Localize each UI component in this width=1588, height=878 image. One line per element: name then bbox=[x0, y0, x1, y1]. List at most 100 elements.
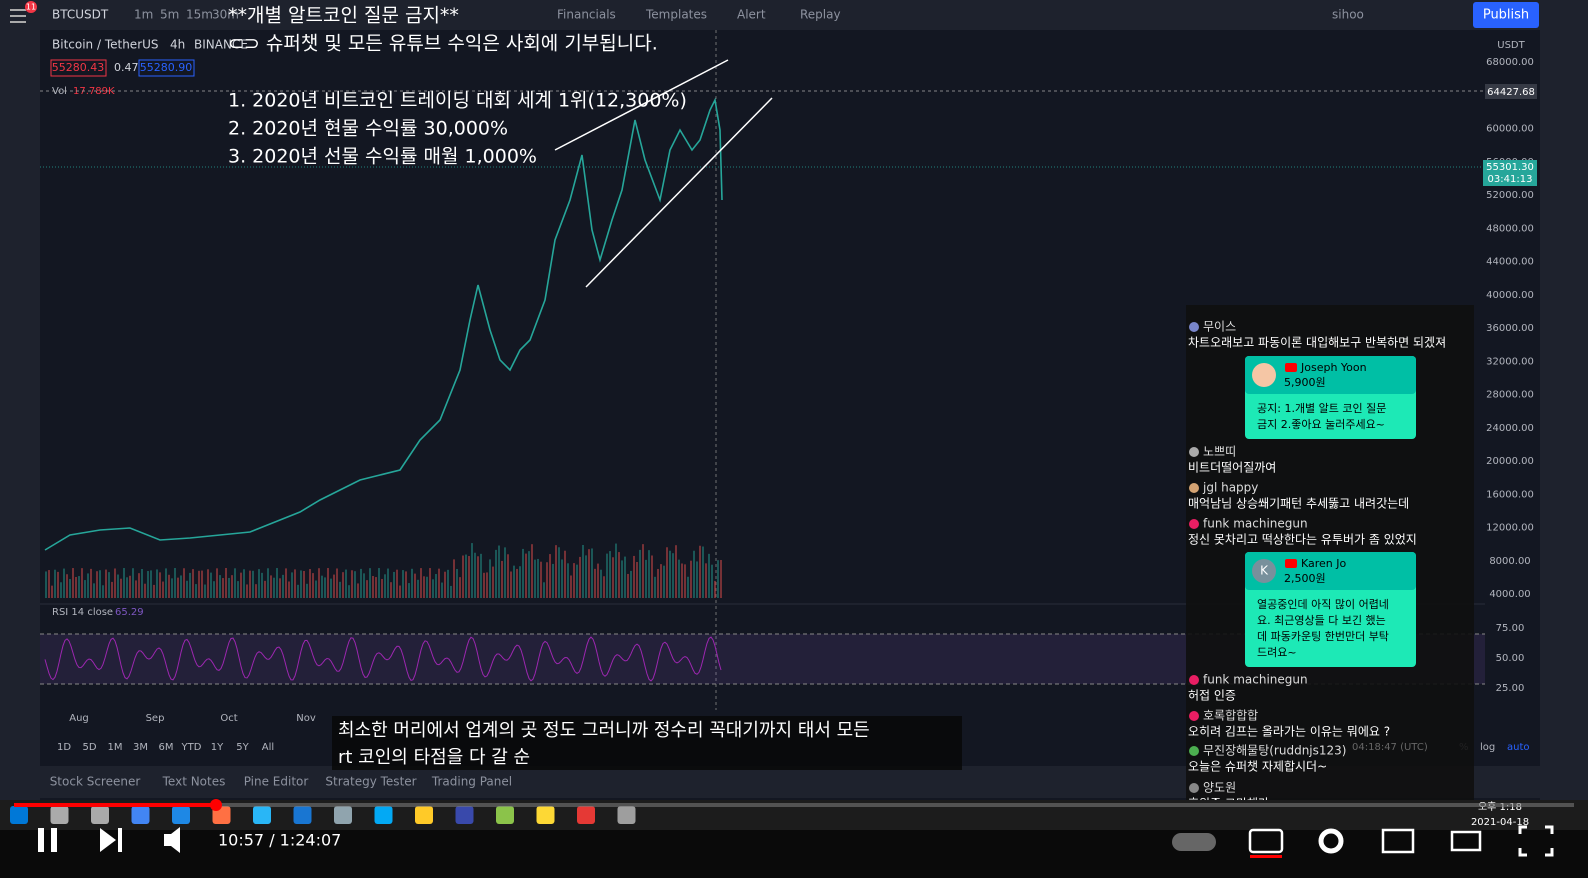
volume-bar bbox=[144, 583, 146, 598]
volume-bar bbox=[255, 584, 257, 598]
interval-button[interactable]: 30m bbox=[212, 8, 239, 22]
next-button[interactable] bbox=[100, 828, 122, 852]
volume-bar bbox=[327, 568, 329, 598]
toolbar-item[interactable]: Replay bbox=[800, 8, 841, 22]
date: 2021-04-18 bbox=[1471, 817, 1529, 828]
autoplay-toggle[interactable] bbox=[1172, 833, 1216, 851]
subtitles-button[interactable] bbox=[1248, 828, 1284, 854]
panel-tab[interactable]: Stock Screener bbox=[50, 775, 141, 789]
volume-bar bbox=[672, 553, 674, 598]
progress-track[interactable] bbox=[14, 803, 1574, 807]
range-button[interactable]: 6M bbox=[159, 742, 174, 753]
pair: Bitcoin / TetherUS bbox=[52, 38, 159, 52]
interval-button[interactable]: 1m bbox=[134, 8, 153, 22]
vol-label: Vol bbox=[52, 86, 67, 97]
menu-icon[interactable] bbox=[10, 9, 26, 11]
superchat-avatar bbox=[1252, 559, 1276, 583]
fullscreen-button[interactable] bbox=[1518, 825, 1554, 857]
range-button[interactable]: YTD bbox=[181, 742, 202, 753]
volume-bar bbox=[450, 585, 452, 598]
volume-bar bbox=[417, 579, 419, 598]
volume-bar bbox=[258, 569, 260, 598]
taskbar-icon[interactable] bbox=[617, 806, 636, 824]
volume-bar bbox=[393, 571, 395, 598]
superchat-initial: K bbox=[1260, 564, 1269, 578]
interval-button[interactable]: 5m bbox=[160, 8, 179, 22]
taskbar-icon[interactable] bbox=[496, 806, 514, 824]
toolbar-item[interactable]: Templates bbox=[645, 8, 707, 22]
volume-button[interactable] bbox=[164, 827, 180, 853]
taskbar-icon[interactable] bbox=[536, 806, 555, 824]
volume-bar bbox=[606, 553, 608, 598]
range-button[interactable]: 5D bbox=[82, 742, 96, 753]
panel-tab[interactable]: Pine Editor bbox=[244, 775, 309, 789]
panel-tab[interactable]: Strategy Tester bbox=[325, 775, 416, 789]
volume-bar bbox=[519, 566, 521, 598]
price-tick-label: 4000.00 bbox=[1489, 589, 1530, 600]
theater-button[interactable] bbox=[1450, 830, 1482, 852]
toolbar-item[interactable]: Financials bbox=[557, 8, 616, 22]
volume-bar bbox=[705, 563, 707, 598]
vol-value: 17.789K bbox=[73, 86, 115, 97]
range-button[interactable]: 5Y bbox=[236, 742, 249, 753]
volume-bar bbox=[297, 584, 299, 598]
interval-button[interactable]: 15m bbox=[186, 8, 213, 22]
taskbar-icon[interactable] bbox=[253, 806, 271, 824]
volume-bar bbox=[57, 571, 59, 598]
high-label: 64427.68 bbox=[1487, 87, 1535, 98]
right-toolbar bbox=[1540, 0, 1588, 800]
range-button[interactable]: 1M bbox=[108, 742, 123, 753]
settings-button[interactable] bbox=[1318, 828, 1344, 854]
taskbar-icon[interactable] bbox=[10, 806, 28, 824]
range-button[interactable]: 3M bbox=[133, 742, 148, 753]
volume-bar bbox=[453, 559, 455, 598]
volume-bar bbox=[399, 585, 401, 598]
taskbar-icon[interactable] bbox=[374, 806, 393, 824]
volume-bar bbox=[528, 551, 530, 598]
volume-bar bbox=[75, 576, 77, 598]
chat-message: 차트오래보고 파동이론 대입해보구 반복하면 되겠져 bbox=[1188, 336, 1446, 350]
miniplayer-button[interactable] bbox=[1381, 828, 1415, 854]
volume-bar bbox=[216, 568, 218, 598]
volume-bar bbox=[471, 543, 473, 598]
taskbar-icon[interactable] bbox=[50, 806, 69, 824]
volume-bar bbox=[468, 556, 470, 598]
taskbar-icon[interactable] bbox=[172, 806, 190, 824]
superchat-avatar bbox=[1252, 363, 1276, 387]
range-button[interactable]: All bbox=[262, 742, 274, 753]
symbol[interactable]: BTCUSDT bbox=[52, 8, 109, 22]
range-button[interactable]: 1D bbox=[57, 742, 71, 753]
log[interactable]: log bbox=[1480, 742, 1495, 753]
toolbar-item[interactable]: Alert bbox=[737, 8, 766, 22]
volume-bar bbox=[678, 559, 680, 598]
volume-bar bbox=[462, 555, 464, 598]
volume-bar bbox=[159, 572, 161, 598]
volume-bar bbox=[357, 583, 359, 598]
panel-tab[interactable]: Text Notes bbox=[162, 775, 226, 789]
notice: **개별 알트코인 질문 금지** bbox=[228, 5, 459, 27]
publish-button[interactable] bbox=[1473, 2, 1539, 28]
user[interactable]: sihoo bbox=[1332, 8, 1364, 22]
pause-icon[interactable] bbox=[38, 828, 44, 852]
taskbar-icon[interactable] bbox=[293, 806, 312, 824]
auto[interactable]: auto bbox=[1507, 742, 1530, 753]
volume-bar bbox=[483, 572, 485, 598]
superchat-name: Joseph Yoon bbox=[1300, 361, 1367, 374]
volume-bar bbox=[570, 575, 572, 598]
taskbar-icon[interactable] bbox=[91, 806, 109, 824]
taskbar-icon[interactable] bbox=[577, 806, 595, 824]
price-tick-label: 36000.00 bbox=[1486, 323, 1534, 334]
volume-bar bbox=[669, 550, 671, 598]
volume-bar bbox=[444, 571, 446, 598]
chat-author: 양도원 bbox=[1203, 781, 1236, 795]
range-button[interactable]: 1Y bbox=[211, 742, 224, 753]
taskbar-icon[interactable] bbox=[131, 806, 150, 824]
taskbar-icon[interactable] bbox=[455, 806, 474, 824]
taskbar-icon[interactable] bbox=[334, 806, 352, 824]
volume-bar bbox=[411, 568, 413, 598]
panel-tab[interactable]: Trading Panel bbox=[431, 775, 512, 789]
progress-knob[interactable] bbox=[210, 799, 222, 811]
price-tick-label: 12000.00 bbox=[1486, 523, 1534, 534]
chat-message: 매억남님 상승쐐기패턴 추세뚫고 내려갓는데 bbox=[1188, 497, 1409, 511]
taskbar-icon[interactable] bbox=[415, 806, 433, 824]
